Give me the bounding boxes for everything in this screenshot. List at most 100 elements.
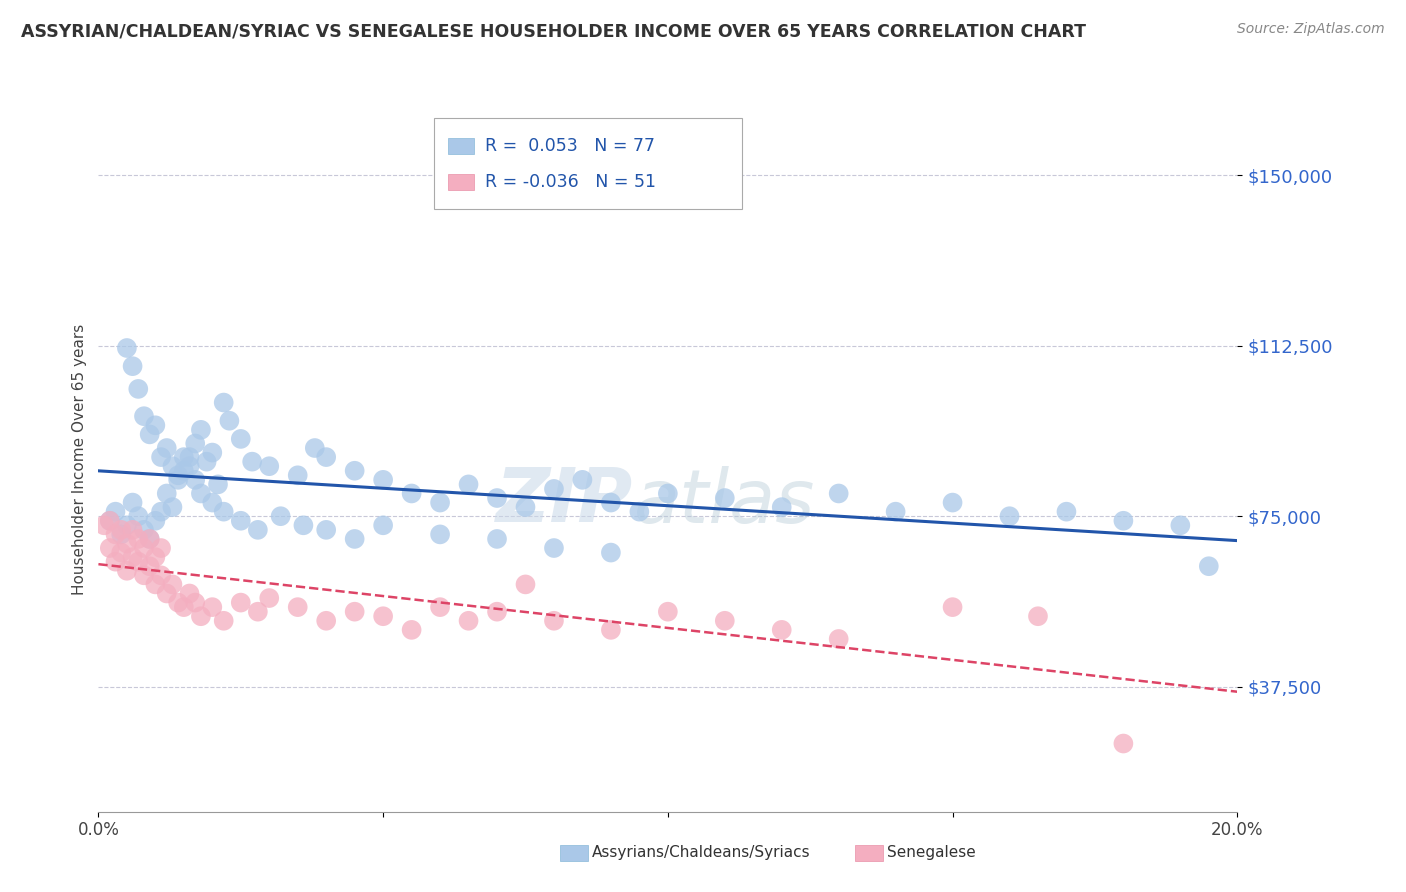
Point bbox=[184, 596, 207, 610]
Point bbox=[162, 500, 184, 515]
Point bbox=[429, 600, 451, 615]
Point bbox=[942, 600, 965, 615]
Point bbox=[115, 518, 138, 533]
Point bbox=[457, 477, 479, 491]
Point bbox=[429, 527, 451, 541]
Point bbox=[173, 450, 195, 464]
Y-axis label: Householder Income Over 65 years: Householder Income Over 65 years bbox=[72, 324, 87, 595]
Point bbox=[138, 559, 160, 574]
Point bbox=[287, 600, 309, 615]
Point bbox=[104, 505, 127, 519]
Point bbox=[315, 450, 337, 464]
Point bbox=[1112, 737, 1135, 751]
Point bbox=[401, 623, 423, 637]
Point bbox=[343, 464, 366, 478]
Point bbox=[828, 486, 851, 500]
Text: ASSYRIAN/CHALDEAN/SYRIAC VS SENEGALESE HOUSEHOLDER INCOME OVER 65 YEARS CORRELAT: ASSYRIAN/CHALDEAN/SYRIAC VS SENEGALESE H… bbox=[21, 22, 1085, 40]
Point bbox=[93, 518, 115, 533]
Point bbox=[190, 609, 212, 624]
Point bbox=[167, 596, 190, 610]
Point bbox=[1112, 514, 1135, 528]
Point bbox=[343, 532, 366, 546]
Point bbox=[229, 432, 252, 446]
Point bbox=[373, 609, 395, 624]
Point bbox=[150, 568, 173, 582]
Point bbox=[132, 523, 155, 537]
Point bbox=[145, 550, 167, 565]
Point bbox=[162, 459, 184, 474]
Point bbox=[121, 523, 143, 537]
Text: atlas: atlas bbox=[634, 466, 815, 538]
Point bbox=[373, 473, 395, 487]
Point bbox=[486, 491, 509, 505]
Point bbox=[127, 509, 149, 524]
Point bbox=[486, 532, 509, 546]
Point bbox=[212, 395, 235, 409]
Point bbox=[132, 409, 155, 424]
Text: ZIP: ZIP bbox=[496, 465, 634, 538]
Point bbox=[287, 468, 309, 483]
Text: R =  0.053   N = 77: R = 0.053 N = 77 bbox=[485, 137, 655, 155]
Point bbox=[343, 605, 366, 619]
Point bbox=[121, 359, 143, 374]
Point bbox=[998, 509, 1021, 524]
Point bbox=[127, 532, 149, 546]
Point bbox=[212, 614, 235, 628]
Point bbox=[884, 505, 907, 519]
Text: Source: ZipAtlas.com: Source: ZipAtlas.com bbox=[1237, 22, 1385, 37]
Point bbox=[150, 541, 173, 555]
Point bbox=[98, 514, 121, 528]
Point bbox=[1198, 559, 1220, 574]
Point bbox=[115, 341, 138, 355]
Point bbox=[207, 477, 229, 491]
Point bbox=[162, 577, 184, 591]
Point bbox=[628, 505, 651, 519]
Point bbox=[167, 473, 190, 487]
Point bbox=[150, 505, 173, 519]
Point bbox=[229, 514, 252, 528]
Point bbox=[104, 555, 127, 569]
Point bbox=[184, 436, 207, 450]
Point bbox=[121, 495, 143, 509]
Point bbox=[98, 514, 121, 528]
Point bbox=[115, 536, 138, 550]
Text: Assyrians/Chaldeans/Syriacs: Assyrians/Chaldeans/Syriacs bbox=[592, 846, 810, 860]
Point bbox=[201, 495, 224, 509]
Point bbox=[229, 596, 252, 610]
Point bbox=[150, 450, 173, 464]
Point bbox=[195, 455, 218, 469]
Point bbox=[110, 523, 132, 537]
Point bbox=[167, 468, 190, 483]
Point bbox=[1026, 609, 1049, 624]
Point bbox=[156, 441, 179, 455]
Point bbox=[201, 600, 224, 615]
Point bbox=[401, 486, 423, 500]
Point bbox=[173, 464, 195, 478]
Point bbox=[246, 605, 269, 619]
Point bbox=[190, 423, 212, 437]
Point bbox=[179, 459, 201, 474]
Point bbox=[121, 550, 143, 565]
Point bbox=[457, 614, 479, 628]
Point bbox=[543, 482, 565, 496]
Point bbox=[138, 427, 160, 442]
Point bbox=[942, 495, 965, 509]
Point bbox=[104, 527, 127, 541]
Point bbox=[571, 473, 593, 487]
Point bbox=[110, 545, 132, 559]
Point bbox=[179, 450, 201, 464]
Point bbox=[770, 500, 793, 515]
Point bbox=[315, 523, 337, 537]
Text: Senegalese: Senegalese bbox=[887, 846, 976, 860]
Point bbox=[292, 518, 315, 533]
Point bbox=[600, 623, 623, 637]
Point bbox=[127, 555, 149, 569]
Point bbox=[115, 564, 138, 578]
Point bbox=[98, 541, 121, 555]
Point bbox=[543, 614, 565, 628]
Point bbox=[515, 500, 537, 515]
Point bbox=[184, 473, 207, 487]
Point bbox=[138, 532, 160, 546]
Point bbox=[246, 523, 269, 537]
Point bbox=[486, 605, 509, 619]
